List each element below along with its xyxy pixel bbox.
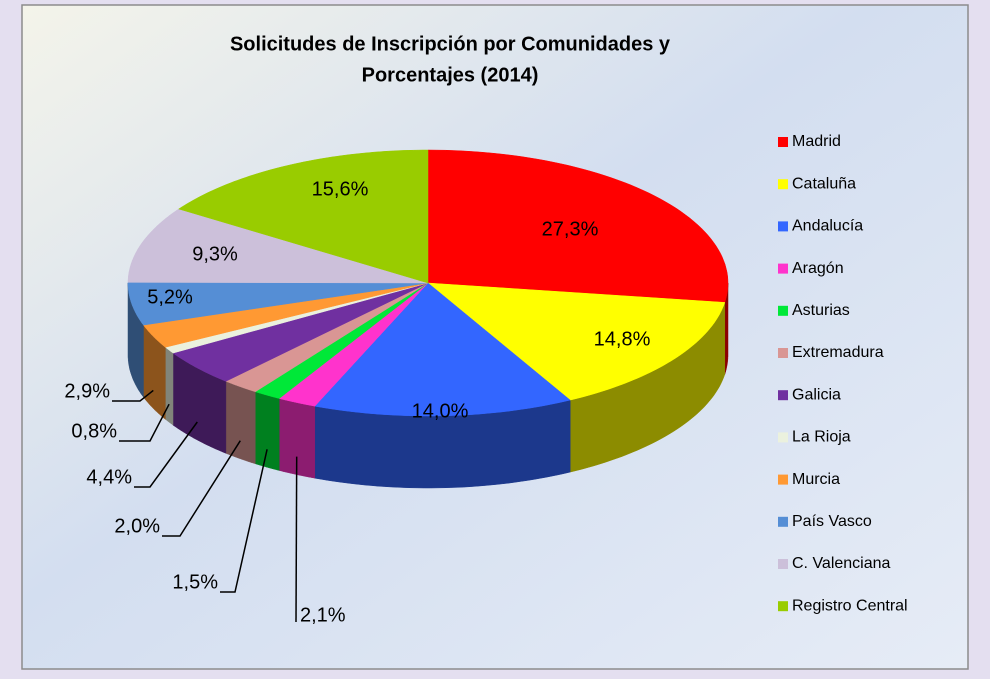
legend-swatch: [778, 179, 788, 190]
data-label: 14,0%: [412, 400, 469, 422]
legend-swatch: [778, 559, 788, 569]
legend-swatch: [778, 432, 788, 443]
legend-label: Cataluña: [792, 175, 856, 192]
slice: [254, 282, 429, 399]
leader-line: [119, 403, 170, 442]
slice-side: [225, 380, 256, 465]
legend-label: Galicia: [792, 386, 841, 403]
data-label: 2,1%: [300, 604, 346, 626]
chart-title: Porcentajes (2014): [362, 64, 539, 86]
legend-label: Murcia: [792, 471, 840, 488]
slice: [427, 149, 729, 303]
leader-line: [295, 456, 298, 623]
legend-label: País Vasco: [792, 513, 872, 530]
slice: [143, 282, 429, 348]
legend-label: Madrid: [792, 133, 841, 150]
legend-swatch: [778, 474, 788, 485]
legend-swatch: [778, 137, 788, 147]
slice-side: [165, 346, 174, 426]
legend-swatch: [778, 305, 788, 316]
data-label: 4,4%: [86, 466, 132, 488]
slice: [278, 282, 429, 407]
leader-line: [162, 440, 241, 537]
legend-swatch: [778, 221, 788, 232]
slice: [178, 149, 429, 284]
leader-line: [134, 421, 198, 488]
legend-swatch: [778, 348, 788, 358]
data-label: 2,9%: [64, 380, 110, 402]
slice: [127, 282, 429, 326]
slice: [225, 282, 429, 393]
slice: [314, 282, 571, 417]
slice-side: [255, 391, 280, 471]
slice: [172, 282, 429, 382]
legend-label: Andalucía: [792, 218, 863, 235]
legend-label: Asturias: [792, 302, 850, 319]
legend-swatch: [778, 263, 788, 274]
legend-label: C. Valenciana: [792, 555, 891, 572]
data-label: 14,8%: [594, 328, 651, 350]
leader-line: [220, 449, 268, 593]
data-label: 0,8%: [71, 420, 117, 442]
legend-swatch: [778, 390, 788, 401]
slice: [427, 282, 726, 401]
legend-swatch: [778, 516, 788, 527]
data-label: 2,0%: [114, 515, 160, 537]
slice: [164, 282, 429, 354]
slice: [127, 208, 429, 284]
legend-swatch: [778, 601, 788, 612]
data-label: 9,3%: [192, 243, 238, 265]
legend-label: La Rioja: [792, 429, 851, 446]
leader-line: [112, 389, 154, 402]
legend-label: Extremadura: [792, 344, 884, 361]
data-label: 5,2%: [147, 286, 193, 308]
data-label: 1,5%: [172, 571, 218, 593]
legend-label: Aragón: [792, 260, 844, 277]
legend-label: Registro Central: [792, 597, 908, 614]
data-label: 27,3%: [542, 218, 599, 240]
data-label: 15,6%: [312, 178, 369, 200]
chart-title: Solicitudes de Inscripción por Comunidad…: [230, 33, 671, 55]
